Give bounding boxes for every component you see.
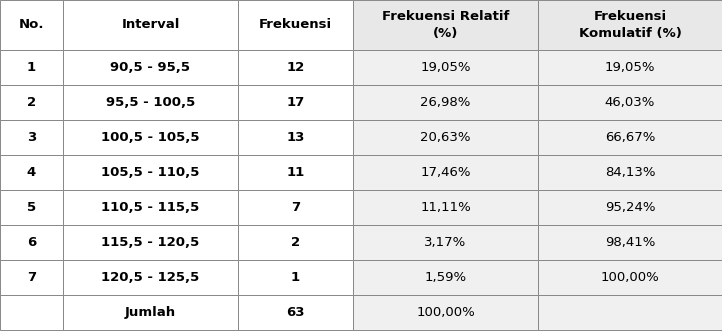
- Bar: [238, 295, 353, 330]
- Bar: [538, 0, 722, 50]
- Bar: [353, 0, 538, 50]
- Text: 20,63%: 20,63%: [420, 131, 471, 144]
- Bar: [538, 120, 722, 155]
- Text: 100,00%: 100,00%: [601, 271, 659, 284]
- Bar: [353, 85, 538, 120]
- Bar: [63, 260, 238, 295]
- Bar: [353, 260, 538, 295]
- Text: 5: 5: [27, 201, 36, 214]
- Text: 46,03%: 46,03%: [605, 96, 655, 109]
- Bar: [0, 85, 63, 120]
- Text: Interval: Interval: [121, 18, 180, 31]
- Text: 95,5 - 100,5: 95,5 - 100,5: [106, 96, 195, 109]
- Bar: [538, 225, 722, 260]
- Bar: [63, 295, 238, 330]
- Text: 1,59%: 1,59%: [425, 271, 466, 284]
- Bar: [538, 50, 722, 85]
- Bar: [353, 155, 538, 190]
- Text: 115,5 - 120,5: 115,5 - 120,5: [101, 236, 199, 249]
- Text: 120,5 - 125,5: 120,5 - 125,5: [101, 271, 199, 284]
- Bar: [238, 155, 353, 190]
- Text: 66,67%: 66,67%: [605, 131, 655, 144]
- Bar: [0, 120, 63, 155]
- Text: 17,46%: 17,46%: [420, 166, 471, 179]
- Text: Frekuensi
Komulatif (%): Frekuensi Komulatif (%): [578, 10, 682, 40]
- Bar: [0, 295, 63, 330]
- Text: 110,5 - 115,5: 110,5 - 115,5: [101, 201, 199, 214]
- Text: 7: 7: [291, 201, 300, 214]
- Bar: [63, 155, 238, 190]
- Text: 100,5 - 105,5: 100,5 - 105,5: [101, 131, 200, 144]
- Text: 2: 2: [27, 96, 36, 109]
- Bar: [0, 190, 63, 225]
- Text: 19,05%: 19,05%: [420, 61, 471, 74]
- Bar: [0, 225, 63, 260]
- Bar: [63, 225, 238, 260]
- Bar: [538, 260, 722, 295]
- Bar: [538, 190, 722, 225]
- Text: 90,5 - 95,5: 90,5 - 95,5: [110, 61, 191, 74]
- Bar: [238, 225, 353, 260]
- Text: 13: 13: [287, 131, 305, 144]
- Text: 4: 4: [27, 166, 36, 179]
- Bar: [0, 260, 63, 295]
- Text: Jumlah: Jumlah: [125, 306, 176, 319]
- Bar: [538, 85, 722, 120]
- Bar: [63, 190, 238, 225]
- Bar: [238, 50, 353, 85]
- Bar: [538, 155, 722, 190]
- Text: 95,24%: 95,24%: [605, 201, 656, 214]
- Bar: [238, 120, 353, 155]
- Text: Frekuensi: Frekuensi: [259, 18, 332, 31]
- Text: 12: 12: [287, 61, 305, 74]
- Text: 100,00%: 100,00%: [416, 306, 475, 319]
- Bar: [353, 50, 538, 85]
- Text: 7: 7: [27, 271, 36, 284]
- Bar: [63, 0, 238, 50]
- Bar: [238, 260, 353, 295]
- Bar: [353, 295, 538, 330]
- Bar: [0, 0, 63, 50]
- Text: 26,98%: 26,98%: [420, 96, 471, 109]
- Text: 1: 1: [27, 61, 36, 74]
- Text: 84,13%: 84,13%: [605, 166, 656, 179]
- Text: 11,11%: 11,11%: [420, 201, 471, 214]
- Text: Frekuensi Relatif
(%): Frekuensi Relatif (%): [382, 10, 509, 40]
- Bar: [353, 225, 538, 260]
- Text: 105,5 - 110,5: 105,5 - 110,5: [101, 166, 200, 179]
- Text: 1: 1: [291, 271, 300, 284]
- Bar: [63, 85, 238, 120]
- Text: 19,05%: 19,05%: [605, 61, 656, 74]
- Bar: [238, 85, 353, 120]
- Text: 3,17%: 3,17%: [425, 236, 466, 249]
- Bar: [63, 50, 238, 85]
- Bar: [538, 295, 722, 330]
- Text: 17: 17: [287, 96, 305, 109]
- Bar: [0, 50, 63, 85]
- Text: 63: 63: [286, 306, 305, 319]
- Bar: [238, 190, 353, 225]
- Text: 6: 6: [27, 236, 36, 249]
- Text: 2: 2: [291, 236, 300, 249]
- Bar: [0, 155, 63, 190]
- Text: 11: 11: [287, 166, 305, 179]
- Bar: [353, 120, 538, 155]
- Text: No.: No.: [19, 18, 44, 31]
- Bar: [353, 190, 538, 225]
- Bar: [63, 120, 238, 155]
- Text: 98,41%: 98,41%: [605, 236, 655, 249]
- Bar: [238, 0, 353, 50]
- Text: 3: 3: [27, 131, 36, 144]
